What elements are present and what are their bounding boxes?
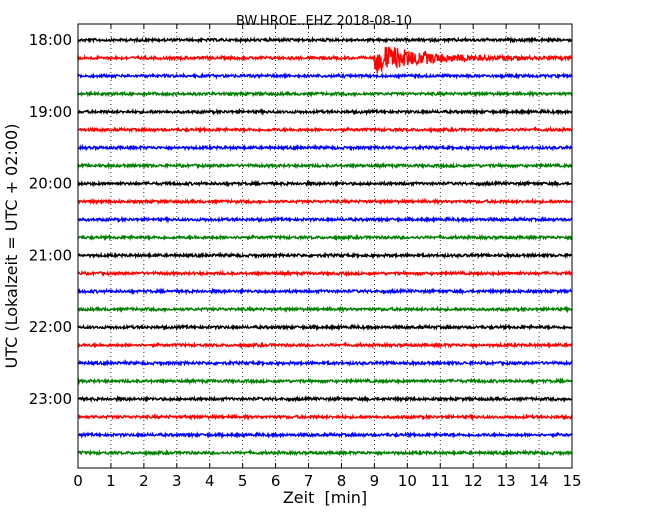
plot-frame <box>77 23 573 469</box>
x-tick-label: 7 <box>304 472 314 490</box>
trace-23:00 <box>77 395 573 404</box>
trace-21:30 <box>77 287 573 296</box>
trace-19:00 <box>77 107 573 117</box>
y-axis-ticks: 18:00 19:00 20:00 21:00 22:00 23:00 <box>29 31 572 408</box>
y-tick-label: 18:00 <box>29 31 72 49</box>
trace-23:30 <box>77 431 573 440</box>
y-tick-label: 22:00 <box>29 318 72 336</box>
trace-20:00 <box>77 179 573 188</box>
x-axis-label: Zeit [min] <box>283 488 367 507</box>
x-tick-label: 15 <box>562 472 581 490</box>
trace-20:30 <box>77 215 573 224</box>
trace-18:15 <box>77 46 573 74</box>
trace-22:00 <box>77 323 573 332</box>
x-tick-label: 0 <box>73 472 83 490</box>
trace-20:15 <box>77 197 573 206</box>
x-axis-ticks: 0 1 2 3 4 5 6 7 8 9 10 11 12 13 14 15 <box>73 24 582 490</box>
trace-21:15 <box>77 269 573 278</box>
traces <box>77 35 573 457</box>
x-tick-label: 11 <box>431 472 450 490</box>
x-tick-label: 8 <box>337 472 347 490</box>
x-tick-label: 5 <box>238 472 248 490</box>
y-tick-label: 20:00 <box>29 175 72 193</box>
chart-title: BW.HROE..EHZ 2018-08-10 <box>236 14 412 29</box>
trace-22:15 <box>77 341 573 350</box>
x-tick-label: 4 <box>205 472 215 490</box>
trace-19:30 <box>77 143 573 152</box>
x-tick-label: 10 <box>398 472 417 490</box>
x-tick-label: 2 <box>139 472 149 490</box>
trace-18:30 <box>77 71 573 80</box>
trace-23:15 <box>77 412 573 422</box>
trace-18:00 <box>77 35 573 45</box>
trace-23:45 <box>77 448 573 457</box>
trace-21:45 <box>77 305 573 314</box>
y-axis-label: UTC (Lokalzeit = UTC + 02:00) <box>2 124 21 369</box>
x-tick-label: 13 <box>497 472 516 490</box>
trace-22:30 <box>77 358 573 368</box>
x-tick-label: 1 <box>106 472 116 490</box>
trace-19:15 <box>77 125 573 134</box>
x-tick-label: 6 <box>271 472 281 490</box>
x-tick-label: 9 <box>370 472 380 490</box>
y-tick-label: 19:00 <box>29 103 72 121</box>
grid-lines <box>110 24 540 468</box>
trace-22:45 <box>77 377 573 386</box>
y-tick-label: 21:00 <box>29 246 72 264</box>
x-tick-label: 3 <box>172 472 182 490</box>
x-tick-label: 14 <box>530 472 549 490</box>
y-tick-label: 23:00 <box>29 390 72 408</box>
x-tick-label: 12 <box>464 472 483 490</box>
trace-18:45 <box>77 89 573 99</box>
trace-21:00 <box>77 251 573 260</box>
trace-19:45 <box>77 161 573 170</box>
trace-20:45 <box>77 233 573 242</box>
